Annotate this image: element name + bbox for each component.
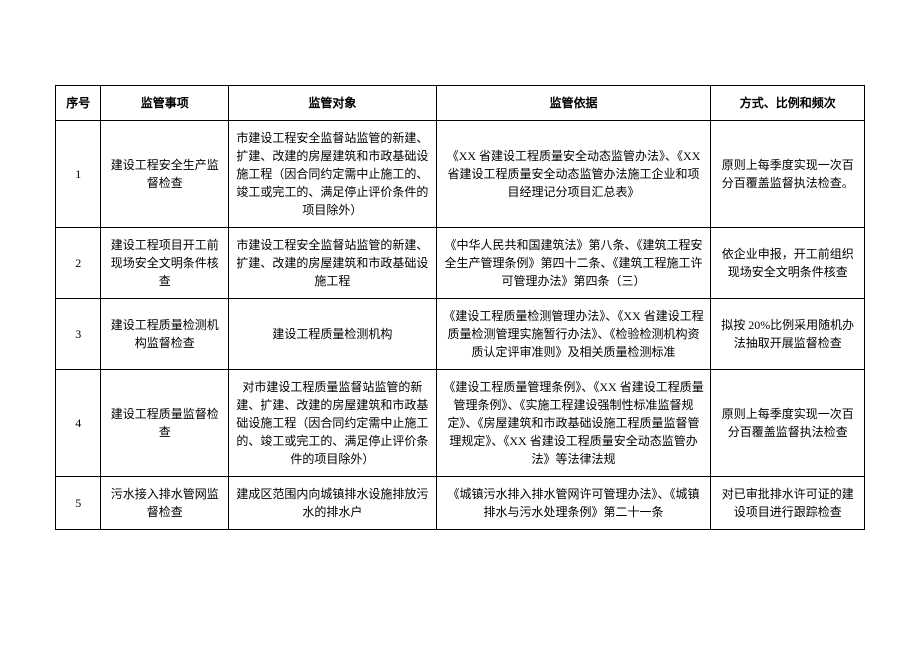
cell-method: 对已审批排水许可证的建设项目进行跟踪检查 [711, 477, 865, 530]
cell-method: 原则上每季度实现一次百分百覆盖监督执法检查。 [711, 121, 865, 228]
cell-seq: 3 [56, 299, 101, 370]
table-row: 2 建设工程项目开工前现场安全文明条件核查 市建设工程安全监督站监管的新建、扩建… [56, 228, 865, 299]
cell-matter: 建设工程安全生产监督检查 [101, 121, 229, 228]
cell-seq: 5 [56, 477, 101, 530]
table-row: 3 建设工程质量检测机构监督检查 建设工程质量检测机构 《建设工程质量检测管理办… [56, 299, 865, 370]
cell-method: 原则上每季度实现一次百分百覆盖监督执法检查 [711, 370, 865, 477]
cell-matter: 建设工程质量监督检查 [101, 370, 229, 477]
cell-target: 建成区范围内向城镇排水设施排放污水的排水户 [229, 477, 437, 530]
table-row: 1 建设工程安全生产监督检查 市建设工程安全监督站监管的新建、扩建、改建的房屋建… [56, 121, 865, 228]
table-row: 4 建设工程质量监督检查 对市建设工程质量监督站监管的新建、扩建、改建的房屋建筑… [56, 370, 865, 477]
cell-matter: 建设工程项目开工前现场安全文明条件核查 [101, 228, 229, 299]
cell-target: 建设工程质量检测机构 [229, 299, 437, 370]
cell-target: 对市建设工程质量监督站监管的新建、扩建、改建的房屋建筑和市政基础设施工程（因合同… [229, 370, 437, 477]
cell-seq: 1 [56, 121, 101, 228]
cell-basis: 《建设工程质量检测管理办法》、《XX 省建设工程质量检测管理实施暂行办法》、《检… [436, 299, 711, 370]
col-header-method: 方式、比例和频次 [711, 86, 865, 121]
cell-method: 依企业申报，开工前组织现场安全文明条件核查 [711, 228, 865, 299]
cell-basis: 《中华人民共和国建筑法》第八条、《建筑工程安全生产管理条例》第四十二条、《建筑工… [436, 228, 711, 299]
cell-target: 市建设工程安全监督站监管的新建、扩建、改建的房屋建筑和市政基础设施工程（因合同约… [229, 121, 437, 228]
cell-matter: 污水接入排水管网监督检查 [101, 477, 229, 530]
table-row: 5 污水接入排水管网监督检查 建成区范围内向城镇排水设施排放污水的排水户 《城镇… [56, 477, 865, 530]
cell-method: 拟按 20%比例采用随机办法抽取开展监督检查 [711, 299, 865, 370]
table-header-row: 序号 监管事项 监管对象 监管依据 方式、比例和频次 [56, 86, 865, 121]
col-header-basis: 监管依据 [436, 86, 711, 121]
cell-basis: 《建设工程质量管理条例》、《XX 省建设工程质量管理条例》、《实施工程建设强制性… [436, 370, 711, 477]
col-header-seq: 序号 [56, 86, 101, 121]
cell-basis: 《城镇污水排入排水管网许可管理办法》、《城镇排水与污水处理条例》第二十一条 [436, 477, 711, 530]
cell-seq: 4 [56, 370, 101, 477]
col-header-target: 监管对象 [229, 86, 437, 121]
col-header-matter: 监管事项 [101, 86, 229, 121]
cell-target: 市建设工程安全监督站监管的新建、扩建、改建的房屋建筑和市政基础设施工程 [229, 228, 437, 299]
supervision-table: 序号 监管事项 监管对象 监管依据 方式、比例和频次 1 建设工程安全生产监督检… [55, 85, 865, 530]
cell-matter: 建设工程质量检测机构监督检查 [101, 299, 229, 370]
cell-seq: 2 [56, 228, 101, 299]
cell-basis: 《XX 省建设工程质量安全动态监管办法》、《XX 省建设工程质量安全动态监管办法… [436, 121, 711, 228]
